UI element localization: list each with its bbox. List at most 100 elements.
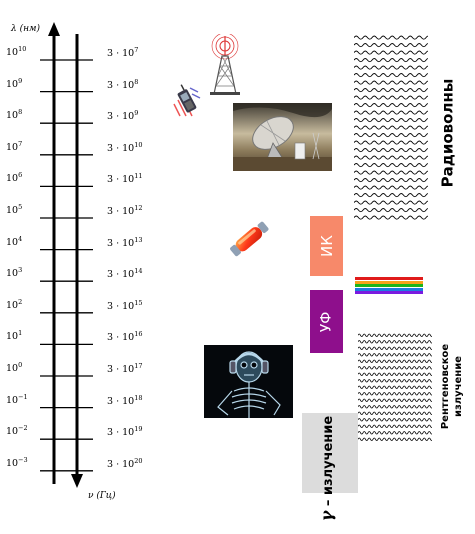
wave-line bbox=[357, 333, 434, 337]
wavelength-tick-label: 105 bbox=[6, 203, 23, 217]
wave-line bbox=[357, 346, 434, 350]
frequency-tick-label: 3 · 1013 bbox=[107, 235, 143, 249]
frequency-tick-label: 3 · 1011 bbox=[107, 172, 143, 186]
wavelength-tick-label: 10−3 bbox=[6, 455, 28, 469]
xray-waves-pattern bbox=[357, 333, 434, 443]
frequency-tick-label: 3 · 1018 bbox=[107, 393, 143, 407]
frequency-tick-label: 3 · 1019 bbox=[107, 425, 143, 439]
wave-line bbox=[353, 170, 431, 175]
frequency-tick-label: 3 · 108 bbox=[107, 77, 139, 91]
wave-line bbox=[353, 148, 431, 153]
radio-telescope-photo bbox=[233, 103, 332, 171]
visible-violet-stripe bbox=[355, 291, 423, 294]
wave-line bbox=[353, 35, 431, 40]
frequency-tick-label: 3 · 1012 bbox=[107, 204, 143, 218]
wave-line bbox=[357, 359, 434, 363]
wavelength-tick-label: 100 bbox=[6, 361, 23, 375]
wave-line bbox=[357, 366, 434, 370]
ir-band-label: ИК bbox=[317, 235, 336, 257]
mobile-phone-icon bbox=[170, 82, 204, 120]
wave-line bbox=[357, 418, 434, 422]
ir-band: ИК bbox=[310, 216, 343, 276]
wavelength-tick-label: 10−1 bbox=[6, 392, 28, 406]
wave-line bbox=[353, 103, 431, 108]
wave-line bbox=[357, 437, 434, 441]
wave-line bbox=[353, 65, 431, 70]
frequency-tick-label: 3 · 109 bbox=[107, 109, 139, 123]
tv-tower-icon bbox=[200, 34, 250, 96]
xray-label-line2: излучение bbox=[453, 355, 464, 417]
radio-waves-label-box: Радиоволны bbox=[432, 58, 462, 208]
wavelength-tick-label: 109 bbox=[6, 76, 23, 90]
wave-line bbox=[357, 372, 434, 376]
visible-blue-stripe bbox=[355, 287, 423, 291]
wavelength-axis-label: λ (нм) bbox=[11, 24, 40, 34]
infrared-lamp-icon bbox=[226, 218, 274, 260]
wave-line bbox=[353, 110, 431, 115]
wave-line bbox=[357, 392, 434, 396]
wavelength-tick-label: 101 bbox=[6, 329, 23, 343]
visible-light-spectrum bbox=[355, 277, 423, 294]
radio-waves-label: Радиоволны bbox=[438, 78, 457, 188]
visible-green-stripe bbox=[355, 284, 423, 287]
wave-line bbox=[353, 155, 431, 160]
wavelength-tick-label: 104 bbox=[6, 234, 23, 248]
wave-line bbox=[353, 140, 431, 145]
gamma-label-box: γ – излучение bbox=[310, 412, 344, 524]
gamma-symbol: γ bbox=[317, 510, 337, 521]
wave-line bbox=[353, 133, 431, 138]
wave-line bbox=[357, 385, 434, 389]
frequency-tick-label: 3 · 1014 bbox=[107, 267, 143, 281]
frequency-tick-label: 3 · 107 bbox=[107, 46, 139, 60]
wave-line bbox=[353, 88, 431, 93]
radio-waves-pattern bbox=[353, 35, 431, 225]
wave-line bbox=[357, 398, 434, 402]
wave-line bbox=[353, 58, 431, 63]
wave-line bbox=[353, 200, 431, 205]
wave-line bbox=[353, 163, 431, 168]
wave-line bbox=[353, 80, 431, 85]
wave-line bbox=[353, 193, 431, 198]
xray-label-box: Рентгеновское излучение bbox=[434, 330, 472, 442]
wave-line bbox=[353, 50, 431, 55]
uv-band: УФ bbox=[310, 290, 343, 353]
wave-line bbox=[357, 340, 434, 344]
wave-line bbox=[353, 178, 431, 183]
wavelength-tick-label: 106 bbox=[6, 171, 23, 185]
wave-line bbox=[357, 424, 434, 428]
wavelength-tick-label: 102 bbox=[6, 297, 23, 311]
wave-line bbox=[353, 125, 431, 130]
wavelength-tick-label: 108 bbox=[6, 108, 23, 122]
frequency-tick-label: 3 · 1017 bbox=[107, 362, 143, 376]
gamma-band bbox=[302, 413, 358, 493]
wave-line bbox=[353, 118, 431, 123]
wavelength-tick-label: 1010 bbox=[6, 45, 27, 59]
wave-line bbox=[357, 411, 434, 415]
wavelength-tick-label: 10−2 bbox=[6, 424, 28, 438]
wave-line bbox=[357, 405, 434, 409]
gamma-label: – излучение bbox=[321, 415, 337, 511]
frequency-tick-label: 3 · 1015 bbox=[107, 298, 143, 312]
wave-line bbox=[357, 353, 434, 357]
wave-line bbox=[357, 379, 434, 383]
uv-band-label: УФ bbox=[318, 311, 335, 332]
wave-line bbox=[353, 95, 431, 100]
frequency-axis-label: ν (Гц) bbox=[88, 491, 116, 501]
xray-label-line1: Рентгеновское bbox=[440, 343, 452, 429]
frequency-tick-label: 3 · 1016 bbox=[107, 330, 143, 344]
frequency-tick-label: 3 · 1020 bbox=[107, 456, 143, 470]
wavelength-tick-label: 103 bbox=[6, 266, 23, 280]
frequency-tick-label: 3 · 1010 bbox=[107, 140, 143, 154]
xray-skeleton-photo bbox=[204, 345, 293, 418]
wavelength-arrowhead bbox=[48, 22, 60, 36]
wavelength-tick-label: 107 bbox=[6, 139, 23, 153]
wave-line bbox=[357, 431, 434, 435]
wave-line bbox=[353, 73, 431, 78]
wave-line bbox=[353, 215, 431, 220]
wave-line bbox=[353, 43, 431, 48]
wave-line bbox=[353, 208, 431, 213]
wave-line bbox=[353, 185, 431, 190]
visible-red-stripe bbox=[355, 277, 423, 280]
visible-orange-stripe bbox=[355, 280, 423, 284]
